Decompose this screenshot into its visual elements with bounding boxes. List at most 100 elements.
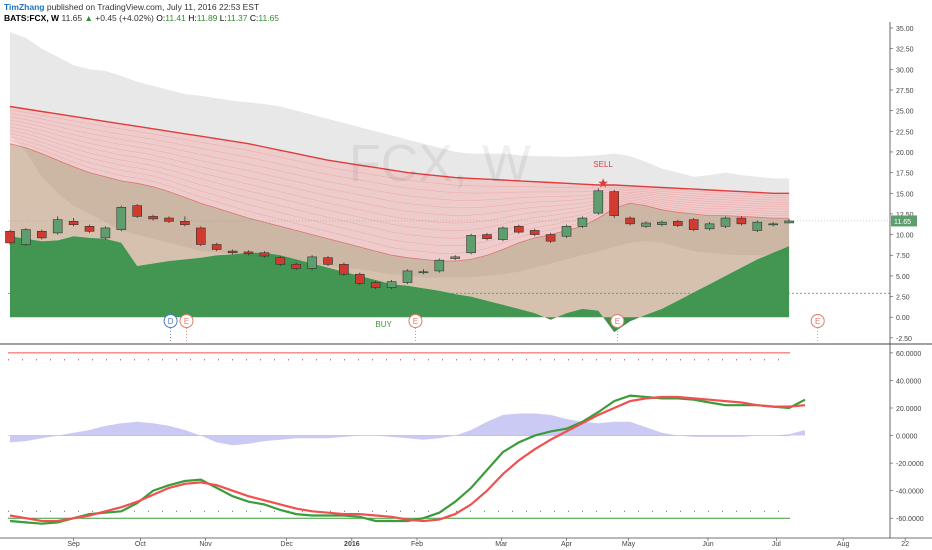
event-marker[interactable]: D xyxy=(163,314,178,343)
candle[interactable] xyxy=(132,204,142,219)
candle-body xyxy=(418,271,429,274)
x-tick-label: Jul xyxy=(772,541,781,548)
candle[interactable] xyxy=(275,256,286,266)
candle-body xyxy=(227,250,238,254)
candle[interactable] xyxy=(291,262,302,271)
event-marker[interactable]: E xyxy=(610,314,625,343)
candle[interactable] xyxy=(100,226,111,240)
candle[interactable] xyxy=(498,226,508,242)
high-value: 11.89 xyxy=(196,13,218,23)
candle-body xyxy=(291,264,302,269)
candle-body xyxy=(529,230,540,235)
x-tick-label: Feb xyxy=(411,541,423,548)
candle[interactable] xyxy=(164,216,174,224)
y-tick-label: 17.50 xyxy=(896,171,914,178)
candle[interactable] xyxy=(180,216,190,227)
candle[interactable] xyxy=(641,221,651,228)
candle[interactable] xyxy=(52,216,63,235)
candle[interactable] xyxy=(720,216,731,228)
candle[interactable] xyxy=(386,280,397,290)
x-tick-label: Mar xyxy=(495,541,508,548)
green-band xyxy=(10,236,790,333)
candle[interactable] xyxy=(752,220,763,233)
candle-body xyxy=(577,217,588,227)
x-tick-label: 22 xyxy=(901,541,909,548)
candle[interactable] xyxy=(370,280,381,290)
candle-body xyxy=(196,227,206,245)
candle[interactable] xyxy=(593,188,604,215)
high-label: H: xyxy=(188,13,197,23)
symbol-label[interactable]: BATS:FCX, W xyxy=(4,13,60,23)
candle[interactable] xyxy=(657,220,667,227)
candle-body xyxy=(354,273,365,284)
candle[interactable] xyxy=(323,256,333,266)
price-pane[interactable]: FCX, W SELL BUY D E E E E xyxy=(5,32,891,343)
event-label: D xyxy=(168,317,174,326)
candle-body xyxy=(561,226,572,237)
event-circle xyxy=(163,314,178,328)
candle[interactable] xyxy=(672,219,683,228)
candle[interactable] xyxy=(418,269,429,275)
candle[interactable] xyxy=(116,205,127,232)
candle-body xyxy=(84,226,95,232)
candle[interactable] xyxy=(545,232,556,243)
candle[interactable] xyxy=(450,255,461,261)
candle[interactable] xyxy=(259,251,270,258)
event-marker[interactable]: E xyxy=(408,314,423,343)
candle-body xyxy=(52,219,63,234)
candle[interactable] xyxy=(688,218,699,232)
candle[interactable] xyxy=(577,216,588,228)
candle[interactable] xyxy=(736,216,747,226)
candle-body xyxy=(784,220,794,224)
oscillator-pane[interactable] xyxy=(8,352,806,525)
candle[interactable] xyxy=(5,229,15,245)
candle[interactable] xyxy=(768,222,779,227)
ema-short-line xyxy=(9,143,790,262)
candle-body xyxy=(132,205,142,217)
y-tick-label: 27.50 xyxy=(896,88,914,95)
candle[interactable] xyxy=(84,224,95,233)
event-label: E xyxy=(413,317,418,326)
candle-body xyxy=(116,207,127,230)
candle[interactable] xyxy=(482,232,492,241)
candle[interactable] xyxy=(513,224,524,234)
author-name[interactable]: TimZhang xyxy=(4,2,45,12)
candle[interactable] xyxy=(339,262,349,276)
candle[interactable] xyxy=(529,228,540,237)
candle-body xyxy=(498,227,508,240)
close-value: 11.65 xyxy=(258,13,280,23)
candle-body xyxy=(672,221,683,226)
candle-body xyxy=(402,270,413,283)
sell-annotation: SELL xyxy=(593,160,613,169)
ribbon-line xyxy=(9,123,790,216)
close-label: C: xyxy=(249,13,259,23)
candle[interactable] xyxy=(434,258,445,273)
chart-header: TimZhang published on TradingView.com, J… xyxy=(4,2,279,24)
event-label: E xyxy=(184,317,189,326)
event-marker[interactable]: E xyxy=(810,314,825,343)
candle[interactable] xyxy=(21,227,31,247)
candle[interactable] xyxy=(68,218,79,227)
candle-body xyxy=(21,229,31,245)
candle[interactable] xyxy=(466,233,476,255)
candle[interactable] xyxy=(784,218,794,224)
candle[interactable] xyxy=(307,255,317,271)
osc-y-tick-label: -20.0000 xyxy=(896,461,924,468)
candle[interactable] xyxy=(625,216,635,226)
ema-long-line xyxy=(9,105,790,195)
candle[interactable] xyxy=(402,269,413,285)
candle-body xyxy=(386,281,397,288)
candle[interactable] xyxy=(196,226,206,247)
x-tick-label: Sep xyxy=(67,541,80,548)
candle[interactable] xyxy=(561,224,572,238)
candle[interactable] xyxy=(227,249,238,255)
candle[interactable] xyxy=(148,214,158,221)
candle[interactable] xyxy=(36,229,47,240)
candle[interactable] xyxy=(609,189,620,219)
candle[interactable] xyxy=(354,272,365,285)
candle[interactable] xyxy=(211,242,222,252)
candle[interactable] xyxy=(243,250,254,256)
event-marker[interactable]: E xyxy=(179,314,194,343)
candle[interactable] xyxy=(704,222,715,231)
